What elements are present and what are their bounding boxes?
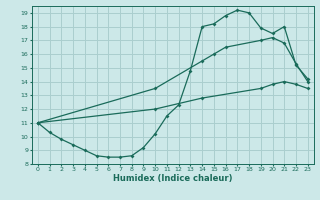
X-axis label: Humidex (Indice chaleur): Humidex (Indice chaleur) <box>113 174 233 183</box>
